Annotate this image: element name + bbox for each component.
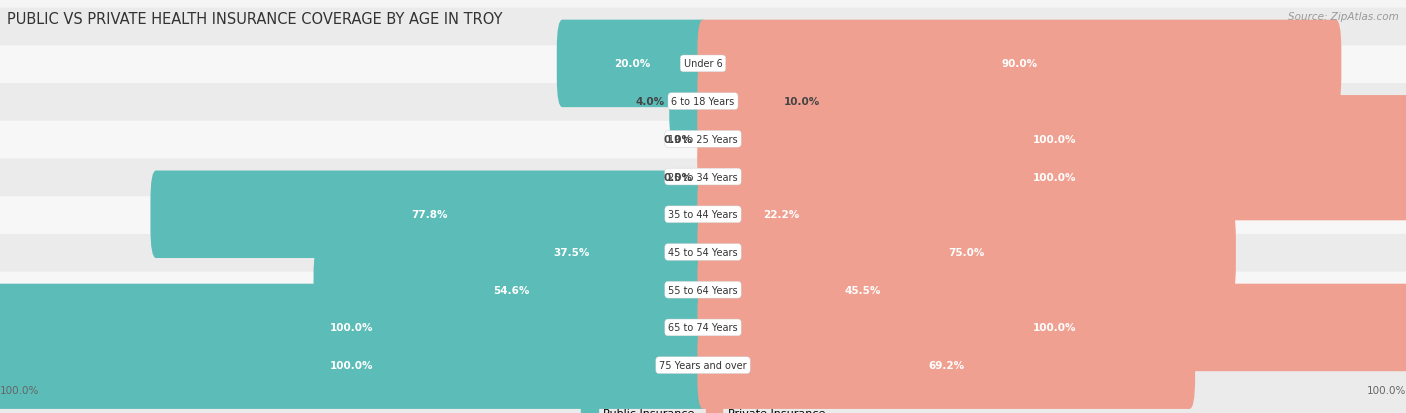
Text: 20.0%: 20.0% xyxy=(614,59,651,69)
Text: 37.5%: 37.5% xyxy=(553,247,589,257)
Text: 65 to 74 Years: 65 to 74 Years xyxy=(668,323,738,332)
Text: 22.2%: 22.2% xyxy=(763,210,799,220)
Text: 90.0%: 90.0% xyxy=(1001,59,1038,69)
FancyBboxPatch shape xyxy=(0,284,709,371)
Text: 75.0%: 75.0% xyxy=(949,247,984,257)
FancyBboxPatch shape xyxy=(697,284,1406,371)
FancyBboxPatch shape xyxy=(697,133,1406,221)
FancyBboxPatch shape xyxy=(314,247,709,334)
FancyBboxPatch shape xyxy=(0,46,1406,158)
Text: 100.0%: 100.0% xyxy=(0,385,39,395)
Text: 100.0%: 100.0% xyxy=(330,323,373,332)
FancyBboxPatch shape xyxy=(0,159,1406,271)
Text: 100.0%: 100.0% xyxy=(1367,385,1406,395)
Text: 100.0%: 100.0% xyxy=(330,360,373,370)
FancyBboxPatch shape xyxy=(0,272,1406,383)
Legend: Public Insurance, Private Insurance: Public Insurance, Private Insurance xyxy=(576,403,830,413)
Text: 0.0%: 0.0% xyxy=(664,172,693,182)
Text: 77.8%: 77.8% xyxy=(412,210,447,220)
Text: 75 Years and over: 75 Years and over xyxy=(659,360,747,370)
FancyBboxPatch shape xyxy=(697,247,1029,334)
FancyBboxPatch shape xyxy=(557,21,709,108)
FancyBboxPatch shape xyxy=(150,171,709,259)
FancyBboxPatch shape xyxy=(0,197,1406,308)
FancyBboxPatch shape xyxy=(697,96,1406,183)
Text: 100.0%: 100.0% xyxy=(1033,135,1076,145)
Text: 45.5%: 45.5% xyxy=(845,285,882,295)
Text: Source: ZipAtlas.com: Source: ZipAtlas.com xyxy=(1288,12,1399,22)
Text: 54.6%: 54.6% xyxy=(494,285,529,295)
FancyBboxPatch shape xyxy=(0,9,1406,120)
Text: 35 to 44 Years: 35 to 44 Years xyxy=(668,210,738,220)
FancyBboxPatch shape xyxy=(697,58,779,145)
Text: 69.2%: 69.2% xyxy=(928,360,965,370)
FancyBboxPatch shape xyxy=(0,84,1406,195)
Text: 55 to 64 Years: 55 to 64 Years xyxy=(668,285,738,295)
Text: 25 to 34 Years: 25 to 34 Years xyxy=(668,172,738,182)
Text: 100.0%: 100.0% xyxy=(1033,172,1076,182)
FancyBboxPatch shape xyxy=(697,209,1236,296)
Text: 10.0%: 10.0% xyxy=(785,97,820,107)
FancyBboxPatch shape xyxy=(697,21,1341,108)
FancyBboxPatch shape xyxy=(697,171,865,259)
FancyBboxPatch shape xyxy=(669,58,709,145)
Text: Under 6: Under 6 xyxy=(683,59,723,69)
FancyBboxPatch shape xyxy=(0,234,1406,346)
Text: 45 to 54 Years: 45 to 54 Years xyxy=(668,247,738,257)
FancyBboxPatch shape xyxy=(0,121,1406,233)
Text: 100.0%: 100.0% xyxy=(1033,323,1076,332)
Text: 6 to 18 Years: 6 to 18 Years xyxy=(672,97,734,107)
FancyBboxPatch shape xyxy=(0,322,709,409)
Text: 19 to 25 Years: 19 to 25 Years xyxy=(668,135,738,145)
FancyBboxPatch shape xyxy=(0,310,1406,413)
FancyBboxPatch shape xyxy=(697,322,1195,409)
FancyBboxPatch shape xyxy=(434,209,709,296)
Text: 0.0%: 0.0% xyxy=(664,135,693,145)
Text: 4.0%: 4.0% xyxy=(636,97,665,107)
Text: PUBLIC VS PRIVATE HEALTH INSURANCE COVERAGE BY AGE IN TROY: PUBLIC VS PRIVATE HEALTH INSURANCE COVER… xyxy=(7,12,502,27)
